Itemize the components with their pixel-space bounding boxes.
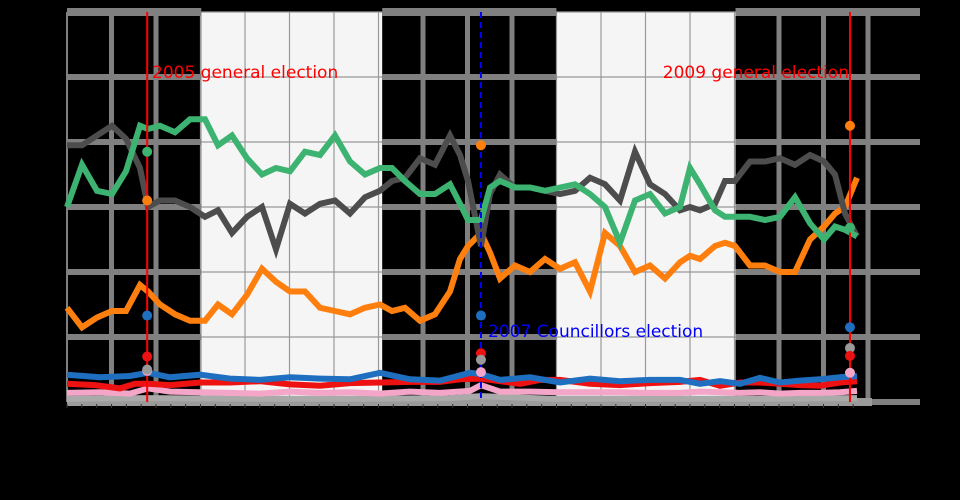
series-lines (64, 116, 860, 402)
label-2009-general-election: 2009 general election (663, 63, 849, 83)
election-result-marker (142, 146, 153, 157)
election-result-marker (844, 350, 855, 361)
label-2005-general-election: 2005 general election (152, 63, 338, 83)
x-axis (67, 398, 872, 406)
label-2007-councillors-election: 2007 Councillors election (488, 322, 703, 342)
election-markers (142, 12, 855, 402)
series-line-blue (66, 369, 858, 387)
election-result-marker (844, 367, 855, 378)
election-result-marker (844, 120, 855, 131)
election-result-marker (142, 195, 153, 206)
election-result-marker (475, 310, 486, 321)
election-result-marker (475, 354, 486, 365)
gridlines (66, 8, 920, 406)
election-result-marker (142, 310, 153, 321)
election-result-marker (844, 343, 855, 354)
series-line-pink (66, 381, 858, 397)
election-result-marker (142, 364, 153, 375)
election-result-marker (844, 222, 855, 233)
election-result-marker (475, 367, 486, 378)
x-axis-ticks (66, 404, 854, 408)
election-result-marker (475, 140, 486, 151)
series-line-orange (64, 176, 860, 332)
election-result-marker (844, 322, 855, 333)
election-result-marker (142, 351, 153, 362)
series-line-light-gray (66, 393, 858, 402)
series-line-dark-gray (67, 122, 860, 260)
series-line-green (64, 116, 859, 252)
